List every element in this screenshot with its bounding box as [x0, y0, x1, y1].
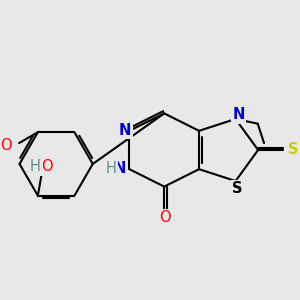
Text: O: O: [0, 138, 12, 153]
Text: N: N: [119, 123, 131, 138]
Text: O: O: [41, 159, 52, 174]
Text: N: N: [232, 107, 244, 122]
Text: N: N: [114, 161, 126, 176]
Text: O: O: [159, 211, 171, 226]
Text: S: S: [288, 142, 298, 158]
Text: S: S: [232, 181, 243, 196]
Text: H: H: [30, 159, 41, 174]
Text: H: H: [106, 161, 116, 176]
